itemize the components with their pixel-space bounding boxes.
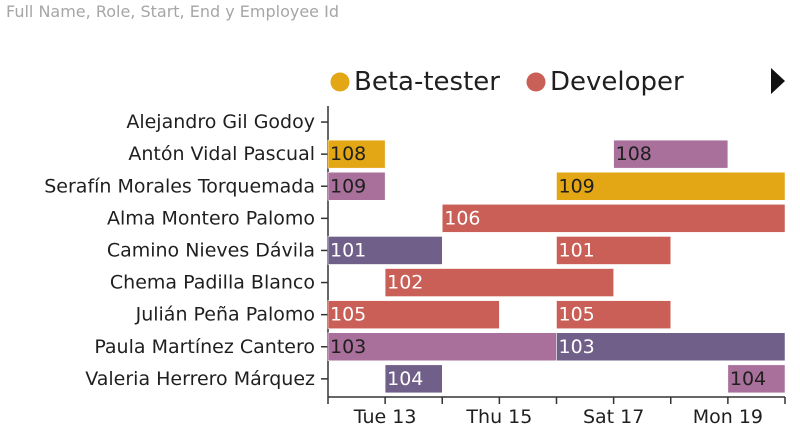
y-tick-label: Camino Nieves Dávila [107, 239, 315, 261]
bar-label: 102 [387, 272, 423, 294]
bar-anton-vidal-pascual [613, 139, 729, 169]
bar-label: 105 [559, 304, 595, 326]
y-tick-label: Serafín Morales Torquemada [44, 175, 315, 197]
y-tick-label: Julián Peña Palomo [135, 304, 315, 326]
bar-anton-vidal-pascual [327, 139, 386, 169]
bar-label: 101 [330, 239, 366, 261]
legend-marker [526, 72, 546, 92]
legend: Beta-tester Developer [330, 67, 785, 97]
y-tick-label: Valeria Herrero Márquez [85, 368, 315, 390]
y-tick-label: Paula Martínez Cantero [94, 336, 315, 358]
y-tick-label: Chema Padilla Blanco [110, 272, 315, 294]
legend-label: Developer [550, 67, 684, 97]
bar-alma-montero-palomo [442, 204, 786, 233]
chart-subtitle: Full Name, Role, Start, End y Employee I… [6, 2, 339, 21]
bar-camino-nieves-davila [556, 236, 671, 265]
bar-serafin-morales-torquemada [556, 172, 786, 201]
x-tick-label: Mon 19 [693, 406, 763, 428]
legend-item-beta-tester[interactable]: Beta-tester [330, 67, 501, 97]
x-axis: Tue 13 Thu 15 Sat 17 Mon 19 [327, 396, 786, 428]
bar-serafin-morales-torquemada [327, 172, 386, 201]
x-tick-label: Sat 17 [583, 406, 644, 428]
bar-valeria-herrero-marquez [384, 364, 443, 394]
legend-label: Beta-tester [354, 67, 500, 97]
bars: 108 108 109 109 106 101 101 102 105 105 103 103 104 1… [327, 139, 786, 394]
bar-label: 104 [387, 368, 423, 390]
bar-label: 108 [616, 143, 652, 165]
bar-label: 104 [730, 368, 766, 390]
x-tick-label: Thu 15 [465, 406, 532, 428]
play-arrow-icon[interactable] [771, 68, 785, 94]
bar-label: 103 [330, 336, 366, 358]
bar-julian-pena-palomo [327, 300, 500, 329]
bar-julian-pena-palomo [556, 300, 671, 329]
bar-paula-martinez-cantero [556, 332, 786, 361]
x-tick-label: Tue 13 [353, 406, 417, 428]
y-tick-label: Antón Vidal Pascual [128, 143, 315, 165]
y-tick-label: Alma Montero Palomo [107, 207, 315, 229]
bar-label: 108 [330, 143, 366, 165]
legend-marker [330, 72, 350, 92]
bar-label: 109 [330, 175, 366, 197]
bar-valeria-herrero-marquez [727, 364, 786, 394]
bar-label: 109 [559, 175, 595, 197]
bar-label: 105 [330, 304, 366, 326]
legend-item-developer[interactable]: Developer [526, 67, 685, 97]
bar-label: 106 [444, 207, 480, 229]
bar-camino-nieves-davila [327, 236, 443, 265]
bar-chema-padilla-blanco [384, 268, 614, 297]
bar-paula-martinez-cantero [327, 332, 557, 361]
y-tick-label: Alejandro Gil Godoy [126, 111, 315, 133]
y-axis: Alejandro Gil Godoy Antón Vidal Pascual Se… [44, 106, 329, 397]
bar-label: 103 [559, 336, 595, 358]
bar-label: 101 [559, 239, 595, 261]
